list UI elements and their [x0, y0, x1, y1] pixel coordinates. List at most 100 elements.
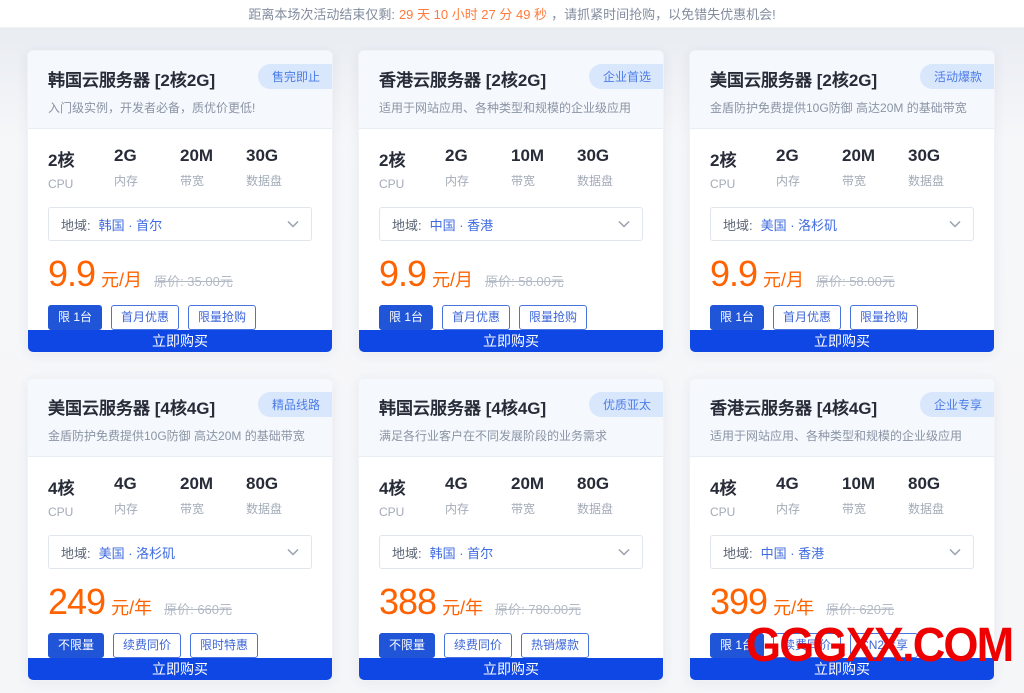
card-header: 香港云服务器 [2核2G] 企业首选 适用于网站应用、各种类型和规模的企业级应用	[359, 51, 663, 129]
promo-tag: 首月优惠	[442, 305, 511, 331]
card-description: 金盾防护免费提供10G防御 高达20M 的基础带宽	[48, 429, 305, 443]
tags-row: 限 1台 首月优惠 限量抢购	[710, 305, 974, 331]
price-row: 9.9 元/月 原价: 58.00元	[710, 253, 974, 295]
price-row: 9.9 元/月 原价: 58.00元	[379, 253, 643, 295]
spec-label: 内存	[114, 174, 139, 188]
tags-row: 不限量 续费同价 限时特惠	[48, 633, 312, 659]
spec-value: 2核	[710, 151, 737, 170]
spec-value: 30G	[246, 146, 279, 165]
spec-label: 内存	[445, 502, 470, 516]
price-value: 9.9	[710, 253, 758, 294]
region-select[interactable]: 地域: 韩国 · 首尔	[48, 207, 312, 241]
card-body: 2核 CPU 2G 内存 10M 带宽 30G 数据盘 地域: 中国 · 香港 9.9 元/月…	[359, 129, 663, 331]
buy-button[interactable]: 立即购买	[359, 658, 663, 680]
price-unit: 元/年	[442, 598, 484, 618]
specs-row: 4核 CPU 4G 内存 10M 带宽 80G 数据盘	[710, 474, 974, 519]
spec-label: CPU	[710, 505, 736, 519]
card-header: 韩国云服务器 [2核2G] 售完即止 入门级实例，开发者必备，质优价更低!	[28, 51, 332, 129]
region-select[interactable]: 地域: 中国 · 香港	[710, 535, 974, 569]
buy-button[interactable]: 立即购买	[359, 330, 663, 352]
spec-value: 80G	[908, 474, 941, 493]
spec-label: 内存	[445, 174, 470, 188]
promo-tag: 限 1台	[710, 305, 765, 331]
card-body: 2核 CPU 2G 内存 20M 带宽 30G 数据盘 地域: 韩国 · 首尔 9.9 元/月…	[28, 129, 332, 331]
buy-button[interactable]: 立即购买	[28, 330, 332, 352]
spec-item: 4核 CPU	[379, 474, 445, 519]
spec-item: 2核 CPU	[710, 146, 776, 191]
spec-label: CPU	[48, 177, 74, 191]
spec-item: 20M 带宽	[180, 146, 246, 191]
spec-label: CPU	[379, 177, 405, 191]
spec-value: 20M	[511, 474, 545, 493]
promo-tag: 不限量	[48, 633, 105, 659]
tags-row: 限 1台 首月优惠 限量抢购	[379, 305, 643, 331]
card-description: 入门级实例，开发者必备，质优价更低!	[48, 101, 256, 115]
region-select[interactable]: 地域: 美国 · 洛杉矶	[48, 535, 312, 569]
spec-label: 内存	[776, 502, 801, 516]
card-header: 美国云服务器 [4核4G] 精品线路 金盾防护免费提供10G防御 高达20M 的…	[28, 379, 332, 457]
spec-label: CPU	[379, 505, 405, 519]
spec-value: 80G	[246, 474, 279, 493]
spec-value: 2G	[445, 146, 468, 165]
promo-tag: 首月优惠	[111, 305, 180, 331]
spec-item: 20M 带宽	[842, 146, 908, 191]
spec-value: 4核	[48, 479, 75, 498]
region-label: 地域:	[61, 545, 91, 561]
chevron-down-icon	[618, 220, 630, 228]
region-select[interactable]: 地域: 中国 · 香港	[379, 207, 643, 241]
promo-tag: 不限量	[379, 633, 436, 659]
price-unit: 元/月	[101, 270, 143, 290]
spec-label: 带宽	[180, 174, 205, 188]
promo-tag: 续费同价	[773, 633, 842, 659]
spec-item: 30G 数据盘	[577, 146, 643, 191]
region-value: 中国 · 香港	[760, 545, 825, 561]
region-label: 地域:	[392, 545, 422, 561]
card-title: 韩国云服务器 [2核2G]	[48, 71, 216, 90]
region-label: 地域:	[61, 217, 91, 233]
card-badge: 售完即止	[257, 64, 332, 89]
spec-label: 数据盘	[577, 174, 614, 188]
spec-label: 数据盘	[577, 502, 614, 516]
original-price: 原价: 620元	[826, 602, 895, 617]
price-value: 9.9	[379, 253, 427, 294]
promo-tag: 续费同价	[113, 633, 182, 659]
chevron-down-icon	[949, 220, 961, 228]
card-title: 美国云服务器 [4核4G]	[48, 399, 216, 418]
buy-button[interactable]: 立即购买	[28, 658, 332, 680]
chevron-down-icon	[287, 548, 299, 556]
buy-button[interactable]: 立即购买	[690, 330, 994, 352]
spec-value: 20M	[842, 146, 876, 165]
card-description: 适用于网站应用、各种类型和规模的企业级应用	[710, 429, 963, 443]
spec-label: CPU	[710, 177, 736, 191]
card-header: 韩国云服务器 [4核4G] 优质亚太 满足各行业客户在不同发展阶段的业务需求	[359, 379, 663, 457]
card-description: 金盾防护免费提供10G防御 高达20M 的基础带宽	[710, 101, 967, 115]
spec-value: 2核	[48, 151, 75, 170]
region-select[interactable]: 地域: 美国 · 洛杉矶	[710, 207, 974, 241]
card-badge: 企业首选	[588, 64, 663, 89]
specs-row: 2核 CPU 2G 内存 20M 带宽 30G 数据盘	[48, 146, 312, 191]
card-grid: 韩国云服务器 [2核2G] 售完即止 入门级实例，开发者必备，质优价更低! 2核…	[27, 50, 995, 681]
spec-item: 4G 内存	[445, 474, 511, 519]
spec-label: 数据盘	[246, 174, 283, 188]
promo-tag: 限 1台	[48, 305, 103, 331]
spec-value: 20M	[180, 146, 214, 165]
price-unit: 元/月	[763, 270, 805, 290]
spec-value: 2G	[114, 146, 137, 165]
spec-value: 80G	[577, 474, 610, 493]
countdown-suffix: ，请抓紧时间抢购，以免错失优惠机会!	[551, 7, 776, 22]
region-select[interactable]: 地域: 韩国 · 首尔	[379, 535, 643, 569]
price-unit: 元/年	[111, 598, 153, 618]
card-badge: 企业专享	[919, 392, 994, 417]
specs-row: 4核 CPU 4G 内存 20M 带宽 80G 数据盘	[379, 474, 643, 519]
buy-button[interactable]: 立即购买	[690, 658, 994, 680]
promo-tag: 限 1台	[710, 633, 765, 659]
card-badge: 活动爆款	[919, 64, 994, 89]
region-value: 美国 · 洛杉矶	[760, 217, 838, 233]
promo-tag: 限量抢购	[519, 305, 588, 331]
region-value: 韩国 · 首尔	[429, 545, 494, 561]
spec-label: 数据盘	[246, 502, 283, 516]
card-body: 4核 CPU 4G 内存 10M 带宽 80G 数据盘 地域: 中国 · 香港 399 元/年…	[690, 457, 994, 659]
tags-row: 限 1台 首月优惠 限量抢购	[48, 305, 312, 331]
spec-value: 10M	[842, 474, 876, 493]
card-header: 美国云服务器 [2核2G] 活动爆款 金盾防护免费提供10G防御 高达20M 的…	[690, 51, 994, 129]
